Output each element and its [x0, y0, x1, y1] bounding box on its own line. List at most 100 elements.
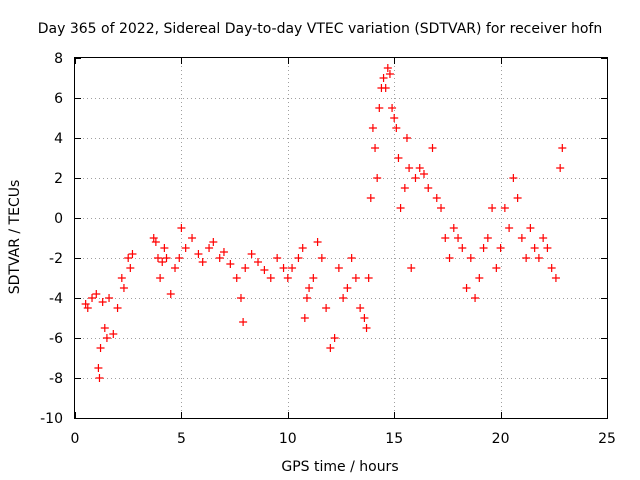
- data-point: [300, 314, 309, 322]
- data-point: [113, 304, 122, 312]
- data-point: [126, 264, 135, 272]
- plot-frame: [74, 57, 608, 419]
- data-point: [194, 250, 203, 258]
- data-point: [437, 204, 446, 212]
- data-point: [298, 244, 307, 252]
- data-point: [424, 184, 433, 192]
- data-point: [326, 344, 335, 352]
- data-point: [177, 224, 186, 232]
- data-point: [226, 260, 235, 268]
- data-point: [215, 254, 224, 262]
- data-point: [492, 264, 501, 272]
- data-point: [513, 194, 522, 202]
- data-point: [279, 264, 288, 272]
- data-point: [162, 254, 171, 262]
- data-point: [175, 254, 184, 262]
- y-tick-label: 2: [54, 171, 63, 187]
- data-point: [381, 84, 390, 92]
- y-tick-label: 6: [54, 91, 63, 107]
- data-point: [428, 144, 437, 152]
- y-tick-label: 4: [54, 131, 63, 147]
- data-point: [400, 184, 409, 192]
- data-point: [219, 248, 228, 256]
- data-point: [375, 104, 384, 112]
- data-point: [415, 164, 424, 172]
- data-point: [411, 174, 420, 182]
- data-point: [166, 290, 175, 298]
- data-point: [505, 224, 514, 232]
- y-axis-label: SDTVAR / TECUs: [7, 180, 23, 295]
- x-tick-label: 15: [385, 431, 403, 447]
- data-point: [471, 294, 480, 302]
- y-tick-label: -2: [49, 251, 63, 267]
- data-point: [305, 284, 314, 292]
- data-point: [102, 334, 111, 342]
- data-point: [522, 254, 531, 262]
- data-point: [98, 298, 107, 306]
- data-point: [171, 264, 180, 272]
- x-tick-label: 0: [71, 431, 80, 447]
- data-point: [205, 244, 214, 252]
- data-point: [458, 244, 467, 252]
- data-point: [347, 254, 356, 262]
- tick-labels: 0 5 10 15 20 25 -10 -8 -6 -4 -2 0 2 4 6 8: [40, 51, 616, 447]
- data-point: [392, 124, 401, 132]
- data-point: [294, 254, 303, 262]
- y-tick-label: -6: [49, 331, 63, 347]
- data-point: [379, 74, 388, 82]
- data-point: [558, 144, 567, 152]
- data-point: [366, 194, 375, 202]
- data-point: [309, 274, 318, 282]
- y-tick-label: -4: [49, 291, 63, 307]
- data-point: [362, 324, 371, 332]
- data-point: [445, 254, 454, 262]
- data-point: [105, 294, 114, 302]
- data-point: [360, 314, 369, 322]
- data-point: [383, 64, 392, 72]
- x-tick-label: 20: [492, 431, 510, 447]
- x-tick-label: 5: [177, 431, 186, 447]
- data-point: [322, 304, 331, 312]
- data-point: [95, 374, 104, 382]
- data-point: [343, 284, 352, 292]
- data-point: [371, 144, 380, 152]
- data-point: [158, 258, 167, 266]
- data-point: [198, 258, 207, 266]
- data-point: [94, 364, 103, 372]
- data-point: [534, 254, 543, 262]
- data-point: [462, 284, 471, 292]
- data-series: [81, 64, 567, 382]
- data-point: [117, 274, 126, 282]
- data-point: [236, 294, 245, 302]
- data-point: [88, 294, 97, 302]
- data-point: [405, 164, 414, 172]
- data-point: [396, 204, 405, 212]
- data-point: [543, 244, 552, 252]
- data-point: [156, 274, 165, 282]
- data-point: [283, 274, 292, 282]
- data-point: [124, 254, 133, 262]
- data-point: [302, 294, 311, 302]
- data-point: [539, 234, 548, 242]
- data-point: [432, 194, 441, 202]
- data-point: [419, 170, 428, 178]
- data-point: [407, 264, 416, 272]
- data-point: [500, 204, 509, 212]
- x-tick-label: 25: [598, 431, 616, 447]
- data-point: [475, 274, 484, 282]
- data-point: [239, 318, 248, 326]
- data-point: [479, 244, 488, 252]
- data-point: [128, 250, 137, 258]
- data-point: [83, 304, 92, 312]
- data-point: [232, 274, 241, 282]
- data-point: [241, 264, 250, 272]
- y-tick-label: -10: [40, 411, 63, 427]
- data-point: [317, 254, 326, 262]
- data-point: [153, 254, 162, 262]
- data-point: [364, 274, 373, 282]
- data-point: [388, 104, 397, 112]
- data-point: [496, 244, 505, 252]
- data-point: [330, 334, 339, 342]
- data-point: [517, 234, 526, 242]
